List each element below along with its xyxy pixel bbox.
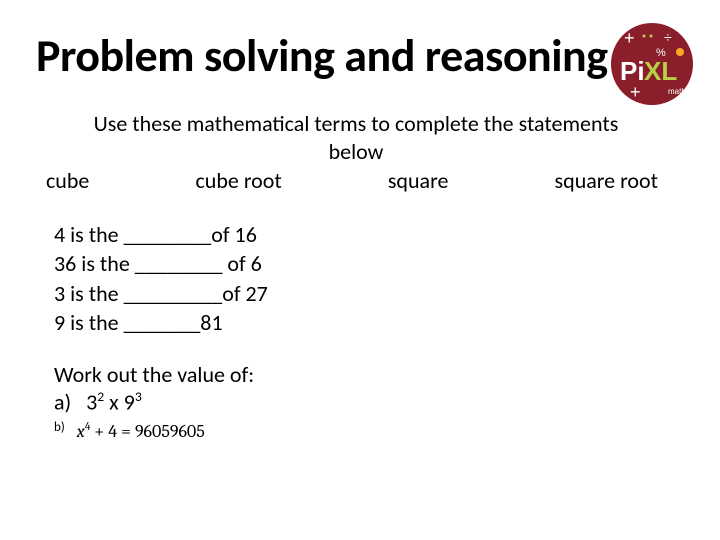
intro-line-1: Use these mathematical terms to complete… <box>94 110 619 137</box>
terms-row: cube cube root square square root <box>46 167 666 195</box>
workout-item-b: b) x4 + 4 = 96059605 <box>54 416 720 444</box>
term-cube-root: cube root <box>195 167 281 195</box>
workout-a-mid: x 9 <box>104 388 135 415</box>
workout-b-expression: x4 + 4 = 96059605 <box>77 421 205 442</box>
svg-text:÷: ÷ <box>664 29 672 45</box>
workout-a-exp2: 3 <box>135 388 142 405</box>
workout-b-rest: + 4 = 96059605 <box>90 421 204 442</box>
workout-a-base1: 3 <box>86 388 97 415</box>
svg-text:+: + <box>630 82 641 102</box>
svg-text:+: + <box>624 28 635 48</box>
statement-4: 9 is the _______81 <box>54 309 720 337</box>
statement-1: 4 is the ________of 16 <box>54 221 720 249</box>
svg-text:maths: maths <box>668 87 690 96</box>
workout-section: Work out the value of: a) 32 x 93 b) x4 +… <box>50 361 720 444</box>
fill-blank-statements: 4 is the ________of 16 36 is the _______… <box>50 221 720 337</box>
svg-text:XL: XL <box>644 56 677 86</box>
content-body: Use these mathematical terms to complete… <box>0 84 720 443</box>
workout-heading: Work out the value of: <box>54 361 720 389</box>
statement-3: 3 is the _________of 27 <box>54 280 720 308</box>
workout-b-label: b) <box>54 420 65 436</box>
workout-a-label: a) <box>54 388 71 415</box>
intro-line-2: below <box>329 138 384 165</box>
term-cube: cube <box>46 167 89 195</box>
statement-2: 36 is the ________ of 6 <box>54 250 720 278</box>
workout-item-a: a) 32 x 93 <box>54 388 720 416</box>
pixl-logo: + ÷ % Pi XL maths + <box>610 22 694 106</box>
intro-text: Use these mathematical terms to complete… <box>46 110 666 165</box>
term-square: square <box>388 167 449 195</box>
workout-b-var: x <box>77 421 85 442</box>
term-square-root: square root <box>555 167 658 195</box>
